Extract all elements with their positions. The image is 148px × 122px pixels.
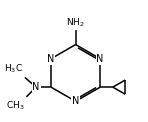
Text: N: N: [72, 96, 79, 106]
Text: N: N: [47, 54, 55, 64]
Text: N: N: [32, 82, 40, 92]
Text: H$_3$C: H$_3$C: [4, 63, 23, 75]
Text: N: N: [96, 54, 104, 64]
Text: CH$_3$: CH$_3$: [5, 99, 24, 112]
Text: NH$_2$: NH$_2$: [66, 16, 85, 29]
